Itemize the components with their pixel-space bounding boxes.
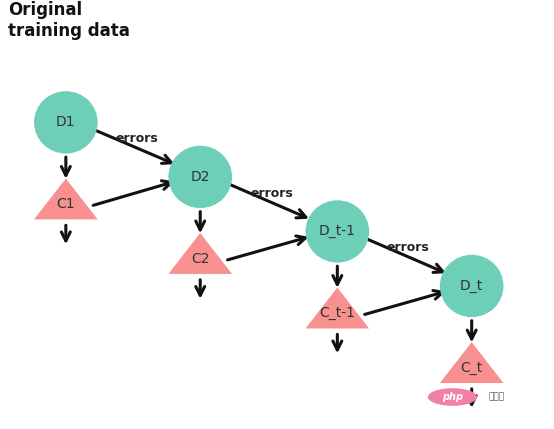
Ellipse shape <box>440 255 504 317</box>
Text: D_t: D_t <box>460 279 483 293</box>
Text: D_t-1: D_t-1 <box>319 224 356 239</box>
Polygon shape <box>440 342 504 383</box>
Text: D2: D2 <box>191 170 210 184</box>
Text: C_t: C_t <box>460 361 483 375</box>
Text: errors: errors <box>115 132 158 145</box>
Polygon shape <box>34 178 98 219</box>
Ellipse shape <box>428 388 477 406</box>
Text: Original
training data: Original training data <box>8 1 130 40</box>
Text: C_t-1: C_t-1 <box>319 306 355 320</box>
Text: C1: C1 <box>57 197 75 211</box>
Polygon shape <box>168 233 232 274</box>
Ellipse shape <box>305 200 369 263</box>
Text: D1: D1 <box>56 115 76 130</box>
Text: 中文网: 中文网 <box>488 393 504 402</box>
Text: C2: C2 <box>191 252 209 266</box>
Polygon shape <box>305 287 369 329</box>
Text: errors: errors <box>250 187 294 200</box>
Text: errors: errors <box>387 241 429 254</box>
Ellipse shape <box>168 146 232 208</box>
Ellipse shape <box>34 91 98 154</box>
Text: php: php <box>442 392 463 402</box>
